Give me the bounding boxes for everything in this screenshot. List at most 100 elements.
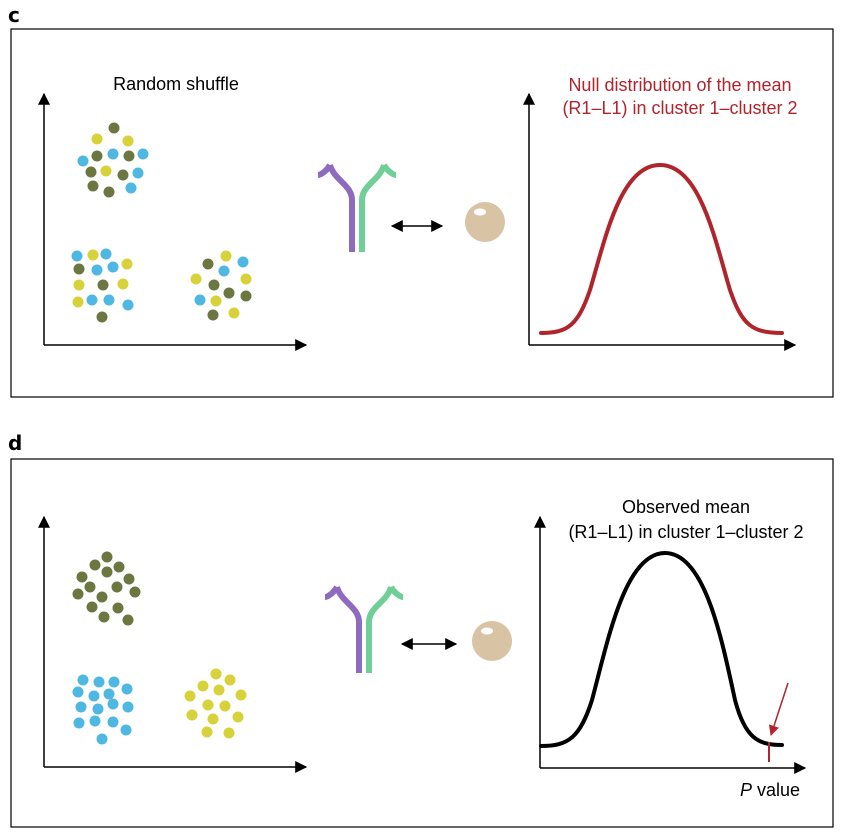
scatter-dot	[202, 699, 214, 711]
scatter-dot	[103, 688, 115, 700]
scatter-dot	[87, 249, 99, 261]
scatter-dot	[240, 290, 252, 302]
scatter-dot	[108, 122, 120, 134]
scatter-dot	[132, 167, 144, 179]
scatter-dot	[98, 611, 110, 623]
scatter-dot	[122, 135, 134, 147]
receptor-icon	[317, 163, 397, 252]
scatter-dot	[129, 586, 141, 598]
scatter-dot	[108, 676, 120, 688]
receptor-icon	[324, 585, 404, 673]
scatter-dot	[122, 701, 134, 713]
scatter-dot	[219, 700, 231, 712]
scatter-dot	[101, 566, 113, 578]
scatter-dot	[237, 256, 249, 268]
panel-c-curve-title-line2: (R1–L1) in cluster 1–cluster 2	[562, 98, 797, 118]
scatter-dot	[73, 263, 85, 275]
scatter-dot	[121, 683, 133, 695]
panel-d-label: d	[8, 431, 22, 455]
ligand-icon	[472, 621, 512, 661]
ligand-icon	[465, 202, 505, 242]
scatter-dot	[210, 668, 222, 680]
p-value-rest: value	[752, 780, 800, 800]
scatter-dot	[92, 703, 104, 715]
p-value-axis-label: P value	[740, 780, 800, 800]
panel-c-label: c	[8, 3, 20, 27]
scatter-dot	[208, 279, 220, 291]
scatter-dot	[93, 676, 105, 688]
scatter-dot	[103, 186, 115, 198]
panel-c-curve-axes	[523, 92, 797, 351]
scatter-dot	[112, 602, 124, 614]
scatter-dot	[223, 727, 235, 739]
scatter-dot	[84, 581, 96, 593]
panel-d-curve-title-line1: Observed mean	[622, 497, 750, 517]
scatter-dot	[73, 279, 85, 291]
scatter-dot	[72, 686, 84, 698]
scatter-dot	[186, 709, 198, 721]
scatter-dot	[220, 250, 232, 262]
scatter-dot	[107, 261, 119, 273]
scatter-dot	[96, 311, 108, 323]
panel-c-scatter-dots	[71, 122, 252, 323]
panel-d-frame	[10, 458, 834, 828]
p-value-arrow-icon	[768, 682, 789, 736]
scatter-dot	[194, 294, 206, 306]
scatter-dot	[117, 169, 129, 181]
scatter-dot	[101, 551, 113, 563]
scatter-dot	[123, 573, 135, 585]
scatter-dot	[184, 690, 196, 702]
scatter-dot	[207, 309, 219, 321]
scatter-dot	[228, 307, 240, 319]
panel-c-scatter-title: Random shuffle	[113, 74, 239, 94]
scatter-dot	[96, 591, 108, 603]
scatter-dot	[86, 294, 98, 306]
panel-d-scatter-axes	[38, 515, 308, 773]
scatter-dot	[96, 733, 108, 745]
scatter-dot	[123, 150, 135, 162]
panel-d-scatter-dots	[72, 551, 247, 745]
scatter-dot	[213, 684, 225, 696]
scatter-dot	[113, 561, 125, 573]
observed-distribution-curve	[539, 550, 784, 748]
panel-d-curve-title-line2: (R1–L1) in cluster 1–cluster 2	[568, 522, 803, 542]
scatter-dot	[120, 724, 132, 736]
scatter-dot	[190, 273, 202, 285]
p-value-italic: P	[740, 780, 752, 800]
scatter-dot	[89, 715, 101, 727]
panel-d: d Observed mean (R1–L1) in cluster 1–clu…	[8, 431, 834, 828]
scatter-dot	[232, 711, 244, 723]
scatter-dot	[75, 701, 87, 713]
scatter-dot	[121, 258, 133, 270]
scatter-dot	[223, 287, 235, 299]
scatter-dot	[88, 690, 100, 702]
scatter-dot	[73, 717, 85, 729]
scatter-dot	[201, 726, 213, 738]
panel-d-curve-axes	[534, 515, 807, 774]
panel-c-curve-title-line1: Null distribution of the mean	[568, 75, 791, 95]
scatter-dot	[210, 295, 222, 307]
scatter-dot	[77, 674, 89, 686]
scatter-dot	[85, 166, 97, 178]
panel-c-scatter-axes	[38, 92, 308, 351]
scatter-dot	[76, 571, 88, 583]
scatter-dot	[100, 248, 112, 260]
scatter-dot	[91, 150, 103, 162]
scatter-dot	[197, 680, 209, 692]
scatter-dot	[235, 689, 247, 701]
scatter-dot	[207, 713, 219, 725]
scatter-dot	[240, 273, 252, 285]
scatter-dot	[137, 148, 149, 160]
scatter-dot	[71, 250, 83, 262]
scatter-dot	[97, 279, 109, 291]
scatter-dot	[111, 581, 123, 593]
panel-c: c Random shuffle Null distribution of th…	[8, 3, 834, 398]
scatter-dot	[122, 614, 134, 626]
scatter-dot	[72, 296, 84, 308]
scatter-dot	[125, 182, 137, 194]
scatter-dot	[72, 588, 84, 600]
scatter-dot	[218, 265, 230, 277]
scatter-dot	[107, 698, 119, 710]
scatter-dot	[202, 258, 214, 270]
